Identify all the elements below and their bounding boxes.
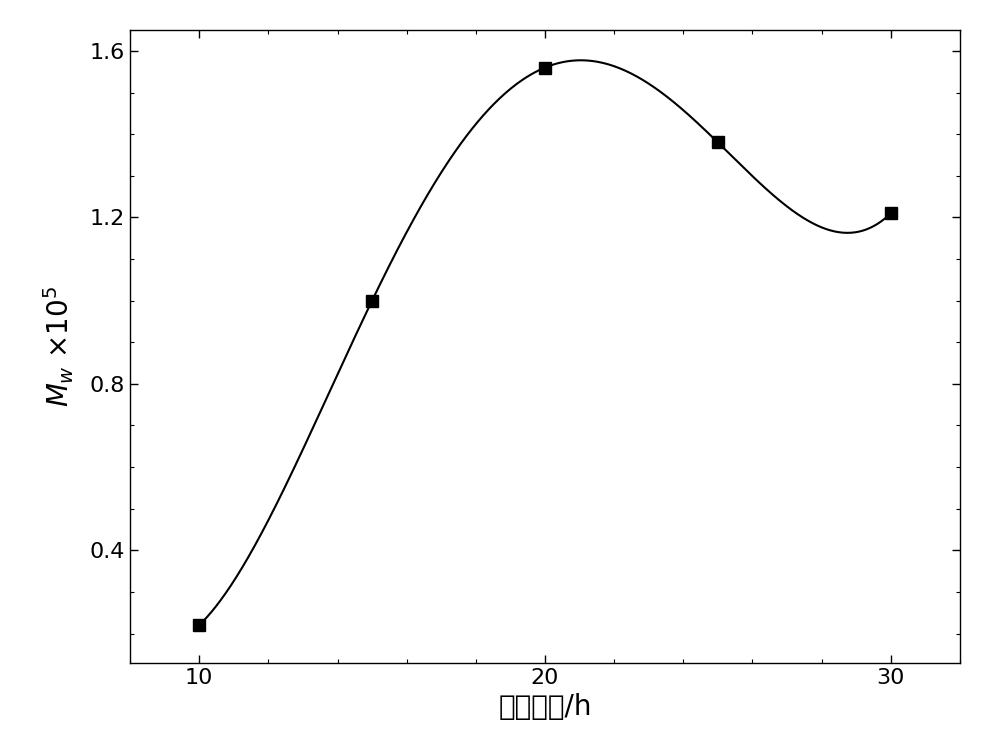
Y-axis label: $M_w$ ×10$^5$: $M_w$ ×10$^5$ [41,286,76,407]
X-axis label: 反应时间/h: 反应时间/h [498,693,592,721]
